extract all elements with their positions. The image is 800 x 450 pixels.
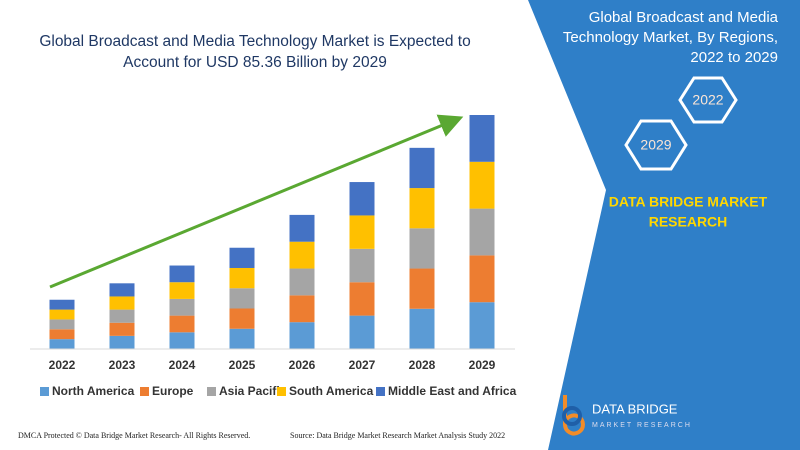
bar-segment — [49, 329, 75, 340]
legend-label: Asia Pacific — [219, 384, 287, 398]
bar-segment — [109, 322, 135, 336]
x-tick-label: 2026 — [289, 358, 316, 372]
legend-label: North America — [52, 384, 135, 398]
bar-segment — [229, 247, 255, 268]
bar-segment — [469, 302, 495, 349]
bar-segment — [49, 339, 75, 349]
bar-segment — [349, 248, 375, 283]
legend-swatch — [140, 387, 149, 396]
bar-segment — [169, 315, 195, 333]
bar-segment — [229, 288, 255, 309]
bar-segment — [409, 147, 435, 189]
bar-segment — [349, 315, 375, 349]
footer: Source: Data Bridge Market Research Mark… — [290, 431, 505, 440]
footer: DMCA Protected © Data Bridge Market Rese… — [18, 431, 250, 440]
bar-segment — [409, 268, 435, 309]
bar-segment — [109, 296, 135, 310]
x-tick-label: 2022 — [49, 358, 76, 372]
bar-segment — [289, 322, 315, 349]
title: Global Broadcast and Media Technology Ma… — [39, 33, 470, 50]
bar-segment — [289, 241, 315, 269]
x-tick-label: 2028 — [409, 358, 436, 372]
bar-segment — [289, 268, 315, 296]
logo-name: DATA BRIDGE — [592, 401, 678, 416]
bar-segment — [469, 208, 495, 256]
bar-segment — [469, 255, 495, 303]
bar-segment — [109, 335, 135, 349]
bar-segment — [169, 298, 195, 316]
legend-label: Middle East and Africa — [388, 384, 517, 398]
hexagon — [624, 119, 688, 171]
x-tick-label: 2027 — [349, 358, 376, 372]
bar-segment — [409, 228, 435, 269]
legend-swatch — [277, 387, 286, 396]
hexagon — [678, 76, 738, 124]
bar-segment — [229, 308, 255, 329]
bar-segment — [409, 188, 435, 229]
bar-segment — [109, 283, 135, 297]
bar-segment — [49, 319, 75, 330]
logo-icon — [562, 406, 582, 426]
panel-title: Global Broadcast and Media — [589, 9, 779, 26]
bar-segment — [169, 332, 195, 349]
legend-label: Europe — [152, 384, 194, 398]
x-tick-label: 2029 — [469, 358, 496, 372]
title: Account for USD 85.36 Billion by 2029 — [123, 54, 387, 71]
bar-segment — [169, 282, 195, 299]
side-panel — [528, 0, 800, 450]
legend-label: South America — [289, 384, 374, 398]
brand: DATA BRIDGE MARKET — [609, 194, 768, 210]
logo-tagline: MARKET RESEARCH — [592, 422, 692, 429]
x-tick-label: 2025 — [229, 358, 256, 372]
bar-segment — [169, 265, 195, 283]
bar-segment — [109, 309, 135, 323]
bar-segment — [349, 215, 375, 249]
bar-segment — [349, 182, 375, 216]
hex-label: 2029 — [640, 137, 671, 153]
panel-title: 2022 to 2029 — [690, 49, 778, 66]
bar-segment — [229, 328, 255, 349]
brand: RESEARCH — [649, 214, 728, 230]
bar-segment — [469, 161, 495, 209]
bar-segment — [229, 267, 255, 289]
x-tick-label: 2023 — [109, 358, 136, 372]
bar-segment — [289, 295, 315, 323]
trend-arrow — [49, 114, 464, 289]
bar-segment — [49, 299, 75, 310]
bar-segment — [469, 115, 495, 162]
x-tick-label: 2024 — [169, 358, 196, 372]
bar-segment — [49, 309, 75, 320]
panel-title: Technology Market, By Regions, — [563, 29, 778, 46]
bar-segment — [349, 282, 375, 316]
legend-swatch — [376, 387, 385, 396]
bar-segment — [289, 214, 315, 242]
hex-label: 2022 — [692, 92, 723, 108]
logo-icon — [563, 395, 585, 436]
legend-swatch — [207, 387, 216, 396]
bar-segment — [409, 308, 435, 349]
legend-swatch — [40, 387, 49, 396]
